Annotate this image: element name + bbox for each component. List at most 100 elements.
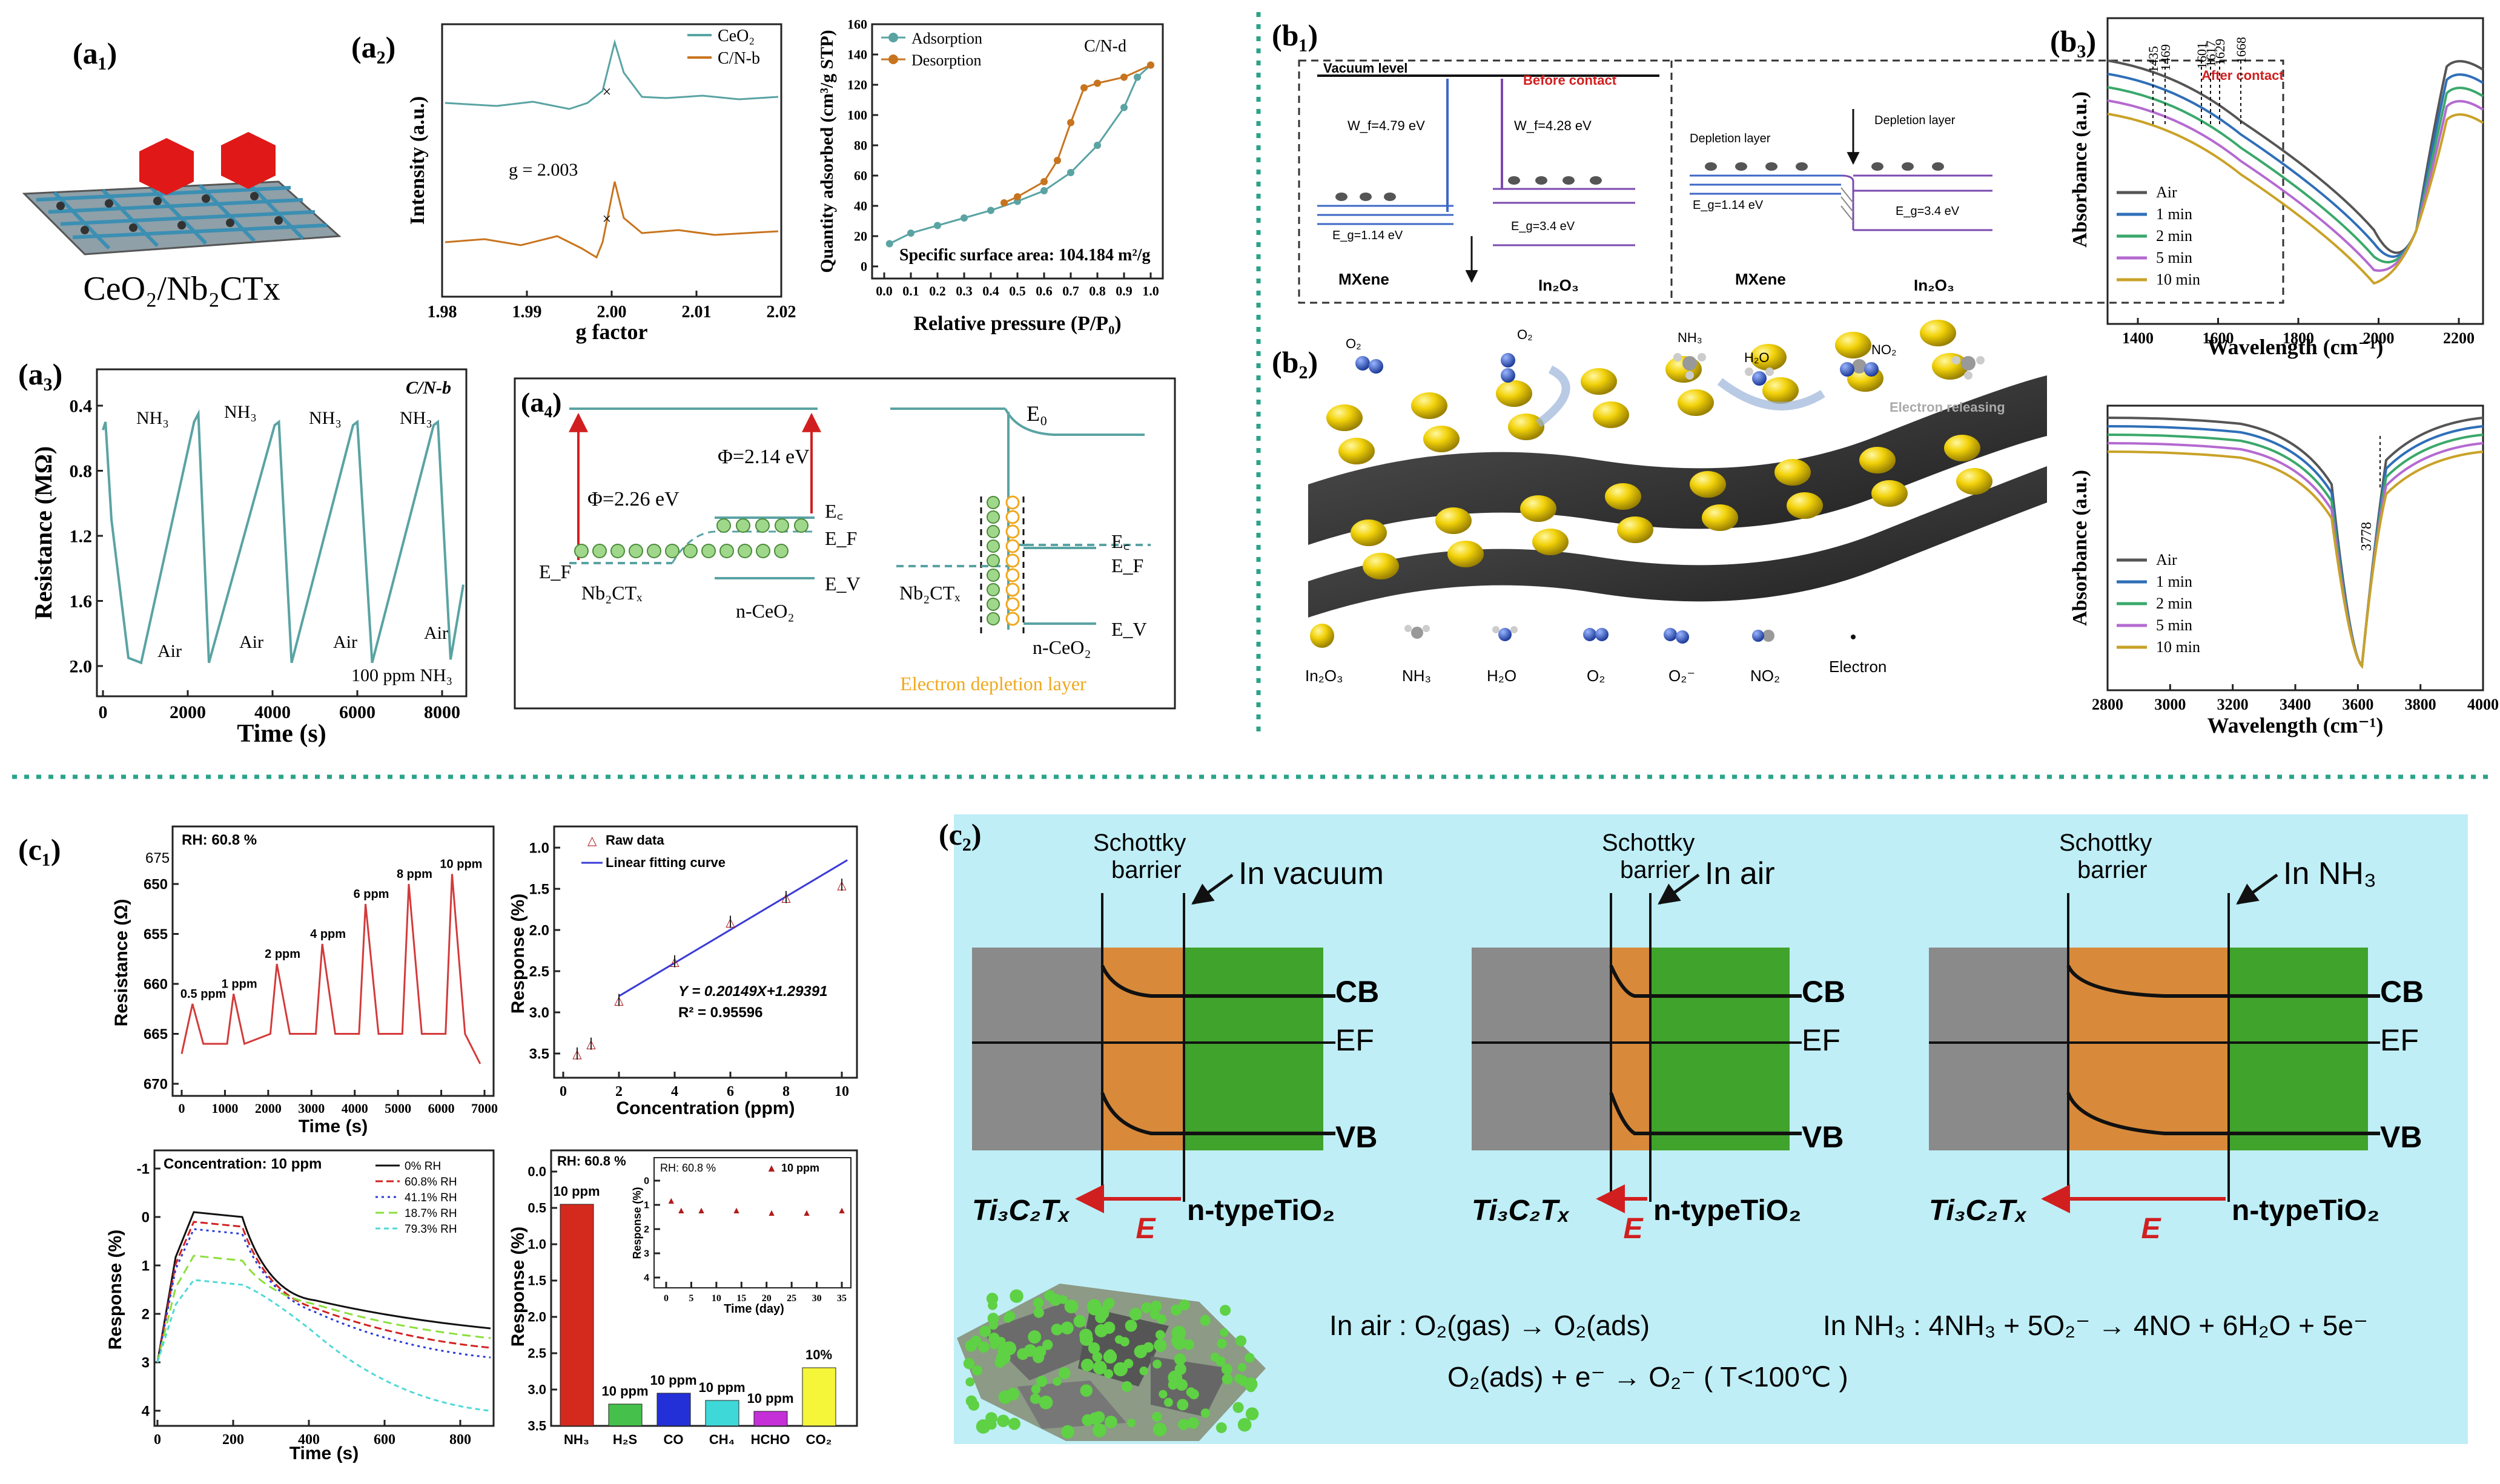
vb-label: VB <box>1802 1120 1844 1154</box>
epr-xticks: 1.98 1.99 2.00 2.01 2.02 <box>428 291 796 322</box>
adsorbed-species-dot <box>1105 1416 1117 1428</box>
bar-top-label: 10 ppm <box>747 1391 793 1406</box>
peak-label: 1601 <box>2194 42 2209 69</box>
c1-res-xticks: 0 1000 2000 3000 4000 5000 6000 7000 <box>179 1090 498 1116</box>
condition-arrow <box>2236 873 2278 905</box>
in2o3-particle <box>1593 401 1629 428</box>
depletion-dot-left <box>987 554 1000 567</box>
adsorbed-species-dot <box>1104 1351 1117 1364</box>
electron-dot <box>774 544 789 558</box>
vb-label: VB <box>1335 1120 1377 1154</box>
tick-label: 35 <box>837 1293 847 1304</box>
conc-label: 2 ppm <box>265 948 300 961</box>
tick-label: 0 <box>179 1101 185 1116</box>
c1-sel-ylabel: Response (%) <box>508 1227 528 1347</box>
tick-label: 0 <box>154 1432 161 1448</box>
panel-label-b3: (b₃) <box>2050 24 2096 58</box>
tick-label: 1.5 <box>527 1273 546 1288</box>
adsorbed-species-dot <box>1215 1422 1227 1433</box>
legend-label: 60.8% RH <box>405 1176 457 1189</box>
in2o3-particle <box>1859 447 1896 473</box>
inset-point: ▲ <box>666 1196 676 1206</box>
panel-a2-bet: Quantity adsorbed (cm³/g STP) Relative p… <box>817 17 1164 335</box>
in2o3-particle <box>1496 380 1532 407</box>
c2-eq1: In air : O₂(gas) → O₂(ads) <box>1329 1310 1650 1341</box>
tick-label: 670 <box>144 1076 168 1092</box>
tick-label: 3.5 <box>529 1046 549 1062</box>
tick-label: 3800 <box>2405 696 2436 713</box>
bet-yticks: 160 140 120 100 80 60 40 20 0 <box>847 17 878 274</box>
in2o3-particle <box>1774 459 1811 486</box>
in2o3-particle <box>1532 529 1569 555</box>
c1-inset-legend: 10 ppm <box>781 1162 819 1174</box>
b2-gas-molecules <box>1355 353 1985 386</box>
adsorbed-species-dot <box>1152 1422 1167 1437</box>
adsorbed-species-dot <box>1030 1393 1040 1404</box>
panel-a1: (a₁) CeO₂/Nb₂CTx <box>22 36 342 308</box>
semiconductor-block <box>1184 948 1323 1150</box>
adsorbed-species-dot <box>1234 1374 1244 1383</box>
tick-label: 80 <box>854 138 867 153</box>
c1-lin-eq: Y = 0.20149X+1.29391 <box>678 983 827 1000</box>
c1-res-axes <box>171 825 495 1097</box>
depletion-dot-left <box>987 496 1000 509</box>
tick-label: 2.0 <box>527 1310 546 1325</box>
legend-label: 10 min <box>2156 638 2200 656</box>
bet-legend-2: Desorption <box>911 51 982 69</box>
depletion-dot-left <box>987 525 1000 538</box>
field-label: E <box>2141 1213 2162 1245</box>
legend-label: 2 min <box>2156 227 2192 245</box>
b2-lower-sheet <box>1308 466 2047 618</box>
tick-label: 0.8 <box>70 461 93 481</box>
tick-label: 4 <box>644 1273 649 1284</box>
panel-c1: (c₁) RH: 60.8 % Resistance (Ω) Time (s) … <box>18 825 858 1463</box>
b1-in2o3-2: In₂O₃ <box>1914 276 1954 294</box>
tick-label: 0.4 <box>982 283 999 298</box>
a4-EC-1: E꜀ <box>825 500 844 522</box>
c1-lin-xlabel: Concentration (ppm) <box>617 1098 795 1118</box>
tick-label: 1.0 <box>1142 283 1159 298</box>
in2o3-particle <box>1787 492 1823 519</box>
adsorbed-species-dot <box>1217 1338 1227 1349</box>
tick-label: 1.5 <box>529 881 549 897</box>
a3-air-1: Air <box>157 641 182 661</box>
tick-label: 30 <box>812 1293 822 1304</box>
b2-gas-4: H₂O <box>1744 350 1770 365</box>
in2o3-particle <box>1411 392 1447 419</box>
tick-label: 4 <box>671 1084 678 1100</box>
adsorbed-species-dot <box>1060 1425 1075 1439</box>
legend-label: Air <box>2156 183 2177 201</box>
adsorbed-species-dot <box>1093 1360 1107 1375</box>
bet-point <box>1054 157 1061 164</box>
b2-gas-2: O₂ <box>1517 327 1533 342</box>
panel-label-a3: (a₃) <box>18 357 62 391</box>
adsorbed-species-dot <box>1152 1359 1162 1369</box>
a3-resistance-curve <box>102 409 465 665</box>
b3-xlabel-bot: Wavelength (cm⁻¹) <box>2207 713 2384 737</box>
c1-sel-yticks: 3.5 3.0 2.5 2.0 1.5 1.0 0.5 0.0 <box>527 1164 557 1434</box>
electron-dot <box>756 544 770 558</box>
adsorbed-species-dot <box>1187 1417 1199 1430</box>
barrier-label: barrier <box>1111 857 1182 883</box>
a3-air-2: Air <box>239 632 263 652</box>
tick-label: -1 <box>137 1161 150 1177</box>
ceo2-particle-2 <box>221 132 276 189</box>
bet-point <box>934 222 941 229</box>
b1-frame <box>1298 59 2284 304</box>
in2o3-particle <box>1702 504 1738 531</box>
adsorbed-species-dot <box>998 1390 1013 1404</box>
epr-cross-1: × <box>603 83 612 101</box>
cb-curve <box>1609 965 1802 998</box>
adsorbed-species-dot <box>1220 1305 1231 1316</box>
bet-point <box>1040 187 1048 194</box>
adsorbed-species-dot <box>1103 1369 1114 1379</box>
b3-bot-curve <box>2107 450 2484 669</box>
tick-label: 2.0 <box>529 922 549 938</box>
vb-label: VB <box>2380 1120 2422 1154</box>
peak-label: 1469 <box>2158 44 2173 71</box>
adsorbed-species-dot <box>1095 1311 1106 1324</box>
tick-label: 5000 <box>385 1101 411 1116</box>
c1-res-curve <box>180 874 481 1064</box>
tick-label: 140 <box>847 47 867 62</box>
